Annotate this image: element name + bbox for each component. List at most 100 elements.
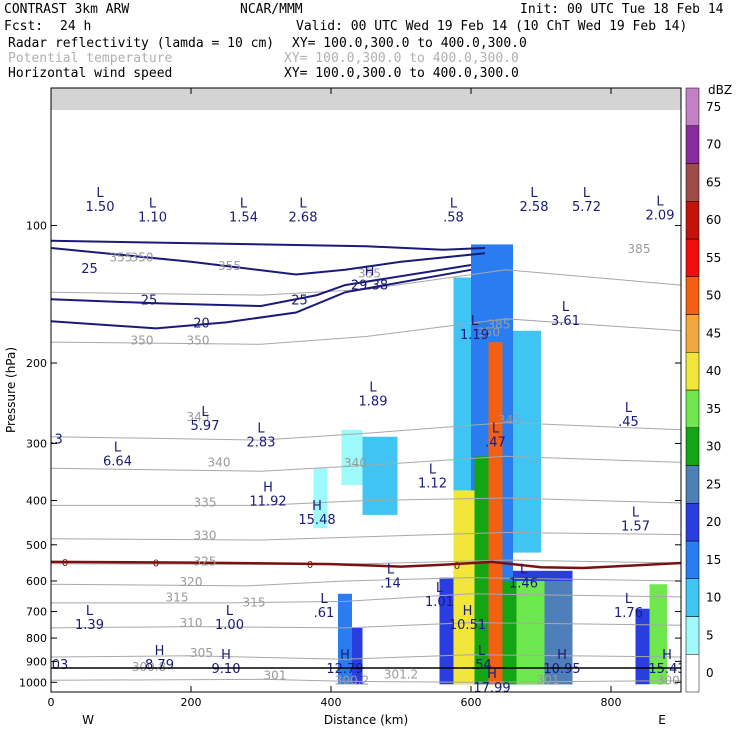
reflectivity-cell-8 xyxy=(502,580,517,685)
model-name: CONTRAST 3km ARW xyxy=(4,2,129,17)
colorbar-level-70: 70 xyxy=(706,138,721,152)
forecast-label: Fcst: xyxy=(4,19,43,34)
extremum-mark-22: L xyxy=(520,562,528,577)
y-tick-label-400: 400 xyxy=(26,495,47,508)
extremum-value-22: 1.46 xyxy=(509,576,538,591)
isentrope-label-9: 340 xyxy=(344,456,367,470)
wind-contour-3 xyxy=(51,268,472,330)
extremum-value-32: .54 xyxy=(471,658,492,673)
reflectivity-cell-16 xyxy=(341,429,363,486)
extremum-mark-26: L xyxy=(86,604,94,619)
reflectivity-cell-13 xyxy=(635,608,650,685)
extremum-mark-3: L xyxy=(299,197,307,212)
wind-contour-2 xyxy=(51,264,472,308)
extremum-mark-10: L xyxy=(562,300,570,315)
wind-contour-label-2: 20 xyxy=(193,316,210,331)
x-tick-label-600: 600 xyxy=(461,696,482,709)
isentrope-label-5: 350 xyxy=(131,333,154,347)
isentrope-label-16: 310 xyxy=(180,616,203,630)
x-axis-east-label: E xyxy=(658,713,666,727)
extremum-value-29: 8.79 xyxy=(145,658,174,673)
y-tick-label-200: 200 xyxy=(26,357,47,370)
reflectivity-cell-15 xyxy=(313,468,328,529)
freezing-level-line xyxy=(51,560,681,570)
colorbar-level-30: 30 xyxy=(706,440,721,454)
reflectivity-cell-14 xyxy=(649,584,667,685)
extremum-mark-34: H xyxy=(662,648,672,663)
field-name-potential-temperature: Potential temperature xyxy=(8,51,173,66)
y-tick-label-900: 900 xyxy=(26,655,47,668)
isentrope-label-12: 325 xyxy=(194,555,217,569)
isentrope-335 xyxy=(51,497,681,506)
y-tick-label-1000: 1000 xyxy=(19,676,47,689)
isentrope-label-6: 350 xyxy=(187,333,210,347)
extremum-value-6: 5.72 xyxy=(572,200,601,215)
extremum-value-25: 1.76 xyxy=(614,606,643,621)
stratosphere-isentrope-band xyxy=(51,88,681,110)
x-axis-label: Distance (km) xyxy=(324,713,408,727)
extremum-mark-8: H xyxy=(365,264,375,279)
plot-background xyxy=(51,88,681,692)
extremum-mark-6: L xyxy=(583,186,591,201)
isentrope-330 xyxy=(51,531,681,541)
reflectivity-cell-2 xyxy=(513,330,541,553)
extremum-mark-7: L xyxy=(656,194,664,209)
colorbar-swatch-70 xyxy=(685,125,700,164)
field-xy-potential-temperature: XY= 100.0,300.0 to 400.0,300.0 xyxy=(284,51,519,66)
extremum-value-27: 1.00 xyxy=(215,618,244,633)
extremum-value-7: 2.09 xyxy=(646,208,675,223)
colorbar-level-5: 5 xyxy=(706,628,714,642)
freezing-level-label-1: 0 xyxy=(153,559,159,570)
colorbar-swatch-50 xyxy=(685,276,700,315)
colorbar-swatch-60 xyxy=(685,201,700,240)
valid-time: Valid: 00 UTC Wed 19 Feb 14 (10 ChT Wed … xyxy=(296,19,687,34)
init-time: Init: 00 UTC Tue 18 Feb 14 xyxy=(520,2,724,17)
extremum-value-15: 6.64 xyxy=(103,454,132,469)
extremum-value-3: 2.68 xyxy=(289,211,318,226)
isentrope-label-4: 385 xyxy=(628,242,651,256)
reflectivity-cell-17 xyxy=(362,436,398,515)
colorbar-swatch-0 xyxy=(685,654,700,693)
extremum-value-28: 10.51 xyxy=(449,618,486,633)
extremum-value-36: 13 xyxy=(46,432,63,447)
extremum-value-26: 1.39 xyxy=(75,618,104,633)
extremum-mark-17: L xyxy=(429,463,437,478)
extremum-value-24: .61 xyxy=(314,606,335,621)
colorbar-level-10: 10 xyxy=(706,591,721,605)
reflectivity-cell-11 xyxy=(338,593,352,685)
reflectivity-cell-12 xyxy=(352,627,363,685)
colorbar-level-15: 15 xyxy=(706,553,721,567)
extremum-value-33: 10.95 xyxy=(543,662,580,677)
colorbar-level-35: 35 xyxy=(706,402,721,416)
colorbar-swatch-30 xyxy=(685,427,700,466)
colorbar-swatch-5 xyxy=(685,616,700,655)
extremum-value-35: 17.99 xyxy=(473,681,510,696)
plot-frame xyxy=(50,87,682,693)
wind-contour-label-1: 25 xyxy=(141,294,158,309)
extremum-value-4: .58 xyxy=(443,211,464,226)
colorbar-swatch-20 xyxy=(685,503,700,542)
colorbar-level-55: 55 xyxy=(706,251,721,265)
field-xy-wind-speed: XY= 100.0,300.0 to 400.0,300.0 xyxy=(284,66,519,81)
isentrope-label-13: 320 xyxy=(180,575,203,589)
colorbar-unit: dBZ xyxy=(708,83,732,97)
extremum-mark-32: L xyxy=(478,644,486,659)
y-tick-label-100: 100 xyxy=(26,220,47,233)
isentrope-320 xyxy=(51,577,681,587)
isentrope-label-23: 300.4 xyxy=(657,674,691,688)
extremum-mark-33: H xyxy=(557,648,567,663)
isentrope-label-15: 315 xyxy=(243,596,266,610)
forecast-hours: 24 h xyxy=(60,19,91,34)
isentrope-325 xyxy=(51,559,681,565)
reflectivity-cell-9 xyxy=(516,580,545,685)
extremum-mark-9: L xyxy=(471,314,479,329)
isentrope-label-21: 300.2 xyxy=(335,674,369,688)
reflectivity-cell-4 xyxy=(439,577,454,685)
extremum-value-0: 1.50 xyxy=(86,200,115,215)
freezing-level-label-3: 0 xyxy=(454,561,460,572)
colorbar-swatch-45 xyxy=(685,314,700,353)
colorbar-level-45: 45 xyxy=(706,326,721,340)
field-name-reflectivity: Radar reflectivity (lamda = 10 cm) xyxy=(8,36,274,51)
wind-contour-label-3: 25 xyxy=(291,294,308,309)
